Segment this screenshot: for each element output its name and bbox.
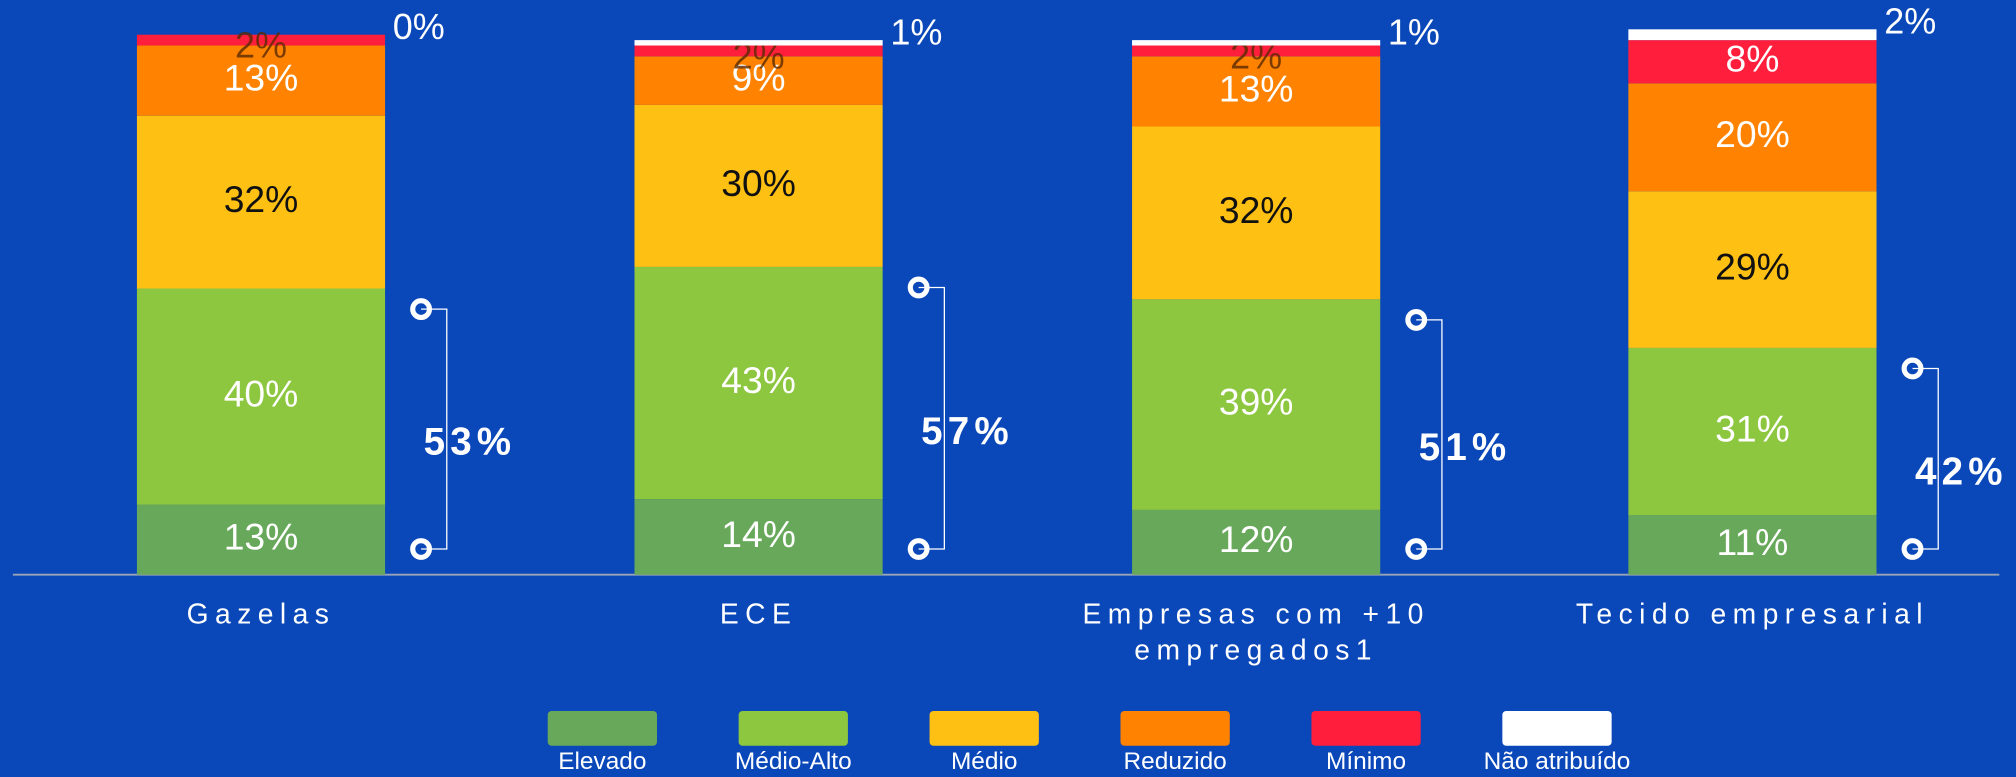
value-label: 43% — [721, 359, 796, 401]
legend-swatch — [547, 710, 657, 746]
value-label: 13% — [224, 56, 299, 98]
value-label: 14% — [721, 513, 796, 555]
legend-swatch — [1120, 710, 1230, 746]
value-label: 40% — [224, 372, 299, 414]
value-label: 20% — [1715, 113, 1790, 155]
legend-label: Médio-Alto — [734, 748, 852, 776]
category-label: ECE — [719, 597, 798, 630]
bracket-end — [410, 538, 432, 560]
value-label: 0% — [393, 6, 445, 47]
bar-segment — [136, 45, 386, 116]
legend-swatch — [738, 710, 848, 746]
value-label: 39% — [1219, 380, 1294, 422]
category-label: Gazelas — [186, 597, 336, 630]
bar-segment — [1628, 83, 1877, 192]
legend-label: Elevado — [558, 748, 647, 776]
bar-segment — [1628, 29, 1877, 41]
bracket-end — [907, 538, 930, 560]
bar-segment — [1132, 45, 1381, 57]
bar-segment — [136, 504, 386, 575]
value-label: 13% — [1219, 67, 1294, 109]
category-label: Tecido empresarial — [1575, 597, 1929, 630]
value-label: 2% — [235, 25, 287, 66]
category-label: Empresas com +10 empregados1 — [1082, 597, 1430, 666]
bar-segment — [634, 104, 883, 267]
value-label: 1% — [890, 11, 942, 52]
bar-segment — [1132, 40, 1381, 46]
annotation: 57% — [921, 410, 1014, 453]
bar-segment — [136, 115, 386, 289]
annotation: 51% — [1419, 426, 1512, 469]
bar-segment — [1628, 347, 1877, 516]
bar-segment — [1628, 191, 1877, 348]
value-label: 2% — [1884, 1, 1936, 42]
legend-swatch — [1311, 710, 1421, 746]
value-label: 11% — [1717, 521, 1789, 563]
bracket-end — [907, 276, 930, 299]
value-label: 32% — [224, 178, 299, 220]
value-label: 1% — [1388, 11, 1440, 52]
bar-segment — [634, 499, 883, 575]
bracket — [1416, 319, 1443, 550]
value-label: 29% — [1715, 245, 1790, 287]
value-label: 30% — [721, 162, 796, 204]
legend-label: Médio — [950, 748, 1018, 776]
bar-segment — [634, 56, 883, 105]
bar-segment — [136, 34, 386, 46]
legend-swatch — [1502, 710, 1612, 746]
value-label: 8% — [1725, 38, 1779, 80]
bar-segment — [634, 266, 883, 500]
bracket-end — [410, 298, 432, 321]
bar-segment — [634, 45, 883, 57]
bar-segment — [1628, 40, 1877, 84]
bar-segment — [1132, 56, 1381, 127]
bar-segment — [1132, 509, 1381, 575]
legend-label: Não atribuído — [1483, 748, 1631, 776]
bracket-end — [1405, 308, 1428, 331]
value-label: 13% — [224, 515, 299, 557]
annotation: 42% — [1915, 450, 2008, 493]
value-label: 31% — [1715, 407, 1790, 449]
annotation: 53% — [424, 421, 517, 464]
legend-label: Mínimo — [1326, 748, 1407, 776]
bar-segment — [1132, 126, 1381, 300]
bracket — [918, 286, 945, 550]
bar-segment — [634, 40, 883, 46]
bracket — [1912, 367, 1939, 550]
legend-swatch — [929, 710, 1039, 746]
value-label: 32% — [1219, 189, 1294, 231]
bar-segment — [1628, 515, 1877, 575]
bracket-end — [1405, 538, 1428, 560]
legend-label: Reduzido — [1123, 748, 1227, 776]
bracket-end — [1901, 357, 1924, 380]
bracket — [421, 308, 448, 550]
bracket-end — [1901, 538, 1924, 560]
bar-segment — [136, 288, 386, 505]
value-label: 12% — [1219, 518, 1294, 560]
value-label: 9% — [732, 56, 786, 98]
bar-segment — [1132, 299, 1381, 510]
